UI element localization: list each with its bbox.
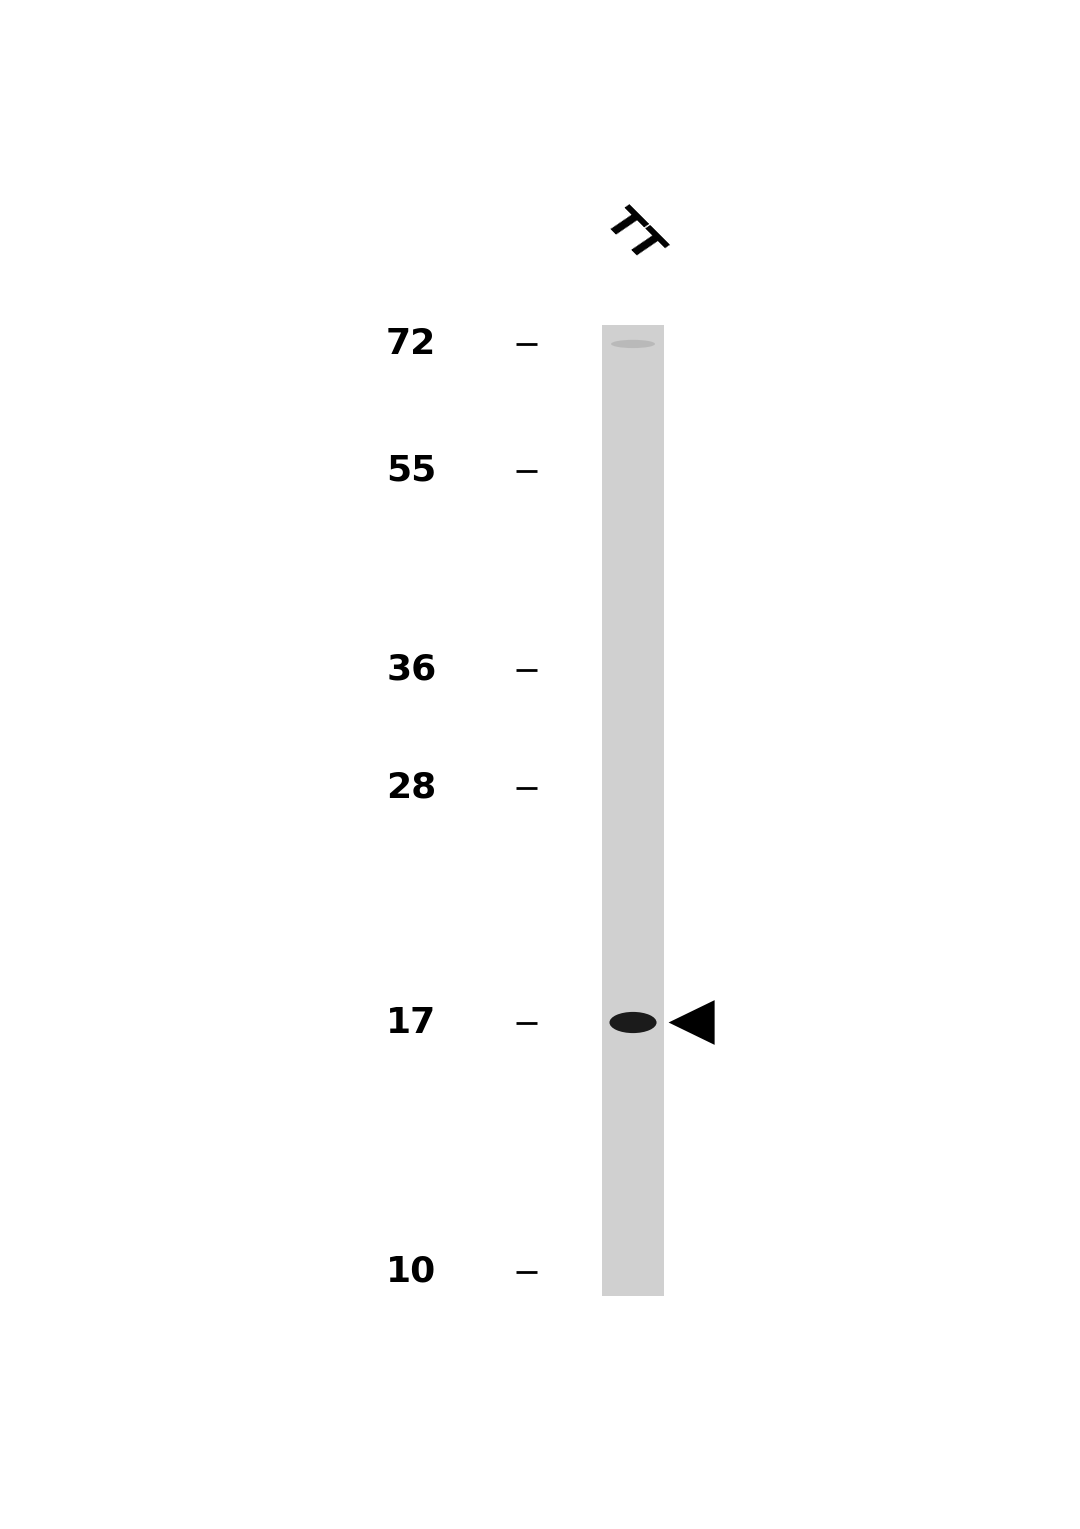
Text: 36: 36 — [386, 653, 436, 687]
Ellipse shape — [611, 339, 654, 349]
Text: 72: 72 — [386, 327, 436, 361]
Bar — [602, 324, 664, 1297]
Text: 10: 10 — [386, 1255, 436, 1289]
Text: TT: TT — [597, 202, 669, 272]
Polygon shape — [669, 1000, 715, 1044]
Text: 28: 28 — [386, 771, 436, 804]
Text: 55: 55 — [386, 454, 436, 488]
Text: 17: 17 — [386, 1006, 436, 1040]
Ellipse shape — [609, 1012, 657, 1034]
